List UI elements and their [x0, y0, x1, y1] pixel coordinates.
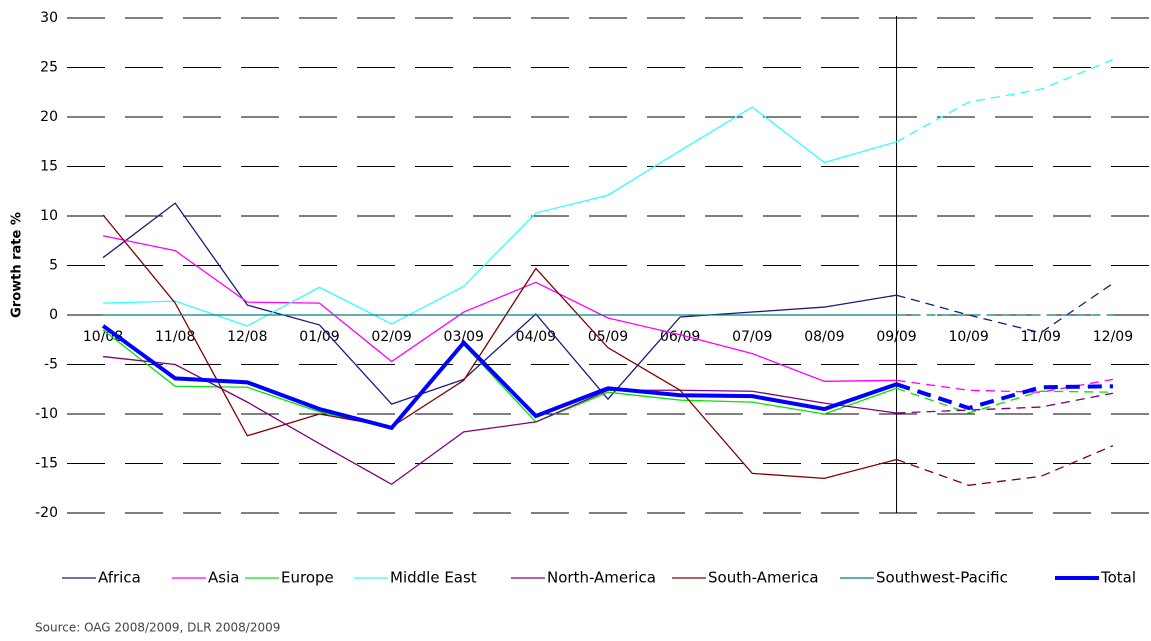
x-tick-label: 01/09 [299, 329, 339, 345]
series-line [102, 329, 897, 429]
y-tick-label: 25 [40, 60, 58, 76]
x-tick-label: 05/09 [588, 329, 628, 345]
legend-label: North-America [547, 569, 656, 587]
y-tick-label: -15 [35, 456, 58, 472]
series-line [102, 214, 897, 480]
x-tick-label: 03/09 [444, 329, 484, 345]
series-line [103, 106, 897, 327]
series-line [102, 202, 897, 405]
x-tick-label: 11/08 [155, 329, 195, 345]
legend-label: Asia [208, 569, 239, 587]
series-line-forecast [896, 392, 1114, 414]
series-line-forecast [896, 282, 1114, 334]
legend-label: Middle East [390, 569, 477, 587]
x-tick-label: 11/09 [1021, 329, 1061, 345]
x-tick-label: 12/08 [227, 329, 267, 345]
x-tick-label: 07/09 [732, 329, 772, 345]
y-tick-label: -5 [44, 357, 58, 373]
y-tick-label: 15 [40, 159, 58, 175]
series-line-forecast [896, 445, 1114, 486]
series-line-forecast [895, 382, 1113, 411]
y-tick-label: 30 [40, 10, 58, 26]
x-tick-label: 04/09 [516, 329, 556, 345]
y-tick-label: 5 [49, 258, 58, 274]
x-tick-label: 02/09 [371, 329, 411, 345]
y-tick-label: -20 [35, 505, 58, 521]
legend-label: Africa [98, 569, 141, 587]
x-tick-label: 08/09 [804, 329, 844, 345]
series-line [102, 235, 897, 382]
series-line-forecast [896, 378, 1114, 393]
y-tick-label: -10 [35, 406, 58, 422]
series-line-forecast [896, 58, 1114, 143]
legend-label: Europe [281, 569, 334, 587]
legend-label: South-America [708, 569, 819, 587]
y-tick-label: 10 [40, 208, 58, 224]
series-line [102, 355, 897, 486]
y-tick-label: 20 [40, 109, 58, 125]
y-axis-title: Growth rate % [10, 212, 25, 318]
x-tick-label: 10/09 [948, 329, 988, 345]
series-line [101, 324, 898, 431]
legend-label: Southwest-Pacific [876, 569, 1008, 587]
series-line-forecast [896, 387, 1113, 414]
y-tick-label: 0 [49, 307, 58, 323]
x-tick-label: 12/09 [1093, 329, 1133, 345]
legend-label: Total [1100, 569, 1136, 587]
source-note: Source: OAG 2008/2009, DLR 2008/2009 [35, 621, 280, 635]
